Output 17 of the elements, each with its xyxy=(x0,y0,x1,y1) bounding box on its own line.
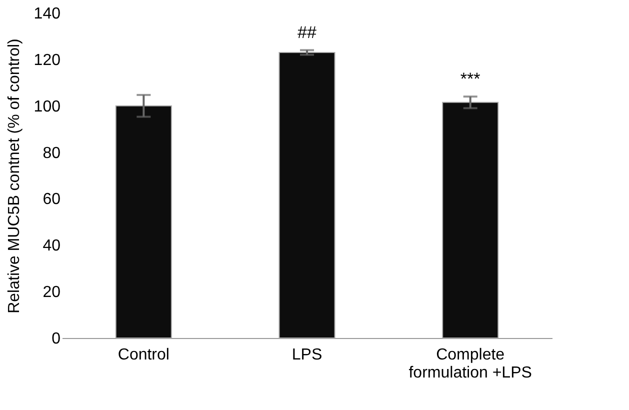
y-tick-label: 120 xyxy=(34,52,61,69)
y-tick-label: 60 xyxy=(42,191,61,208)
x-tick-label: Control xyxy=(118,346,170,364)
y-axis-title: Relative MUC5B contnet (% of control) xyxy=(6,38,23,314)
y-tick-label: 0 xyxy=(52,330,61,348)
x-tick-label: Complete formulation +LPS xyxy=(408,346,532,382)
y-tick-label: 20 xyxy=(42,284,61,302)
bar xyxy=(115,105,172,338)
y-tick-label: 40 xyxy=(42,238,61,255)
annotation: ## xyxy=(298,23,317,42)
bar xyxy=(278,52,336,338)
y-tick-label: 100 xyxy=(34,98,61,116)
annotation: *** xyxy=(460,70,481,89)
y-tick-label: 80 xyxy=(42,144,61,162)
bar xyxy=(442,102,499,338)
y-tick-label: 140 xyxy=(34,6,61,22)
x-tick-label: LPS xyxy=(292,346,322,364)
